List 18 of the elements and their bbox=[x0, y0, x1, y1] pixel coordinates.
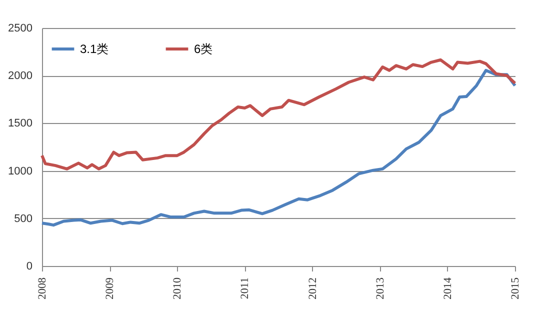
y-tick-label: 1000 bbox=[8, 165, 32, 178]
y-tick-label: 0 bbox=[26, 260, 32, 272]
x-tick-label: 2011 bbox=[239, 278, 252, 300]
y-tick-label: 2500 bbox=[8, 22, 32, 34]
line-series bbox=[40, 58, 516, 170]
line-series bbox=[40, 68, 516, 227]
x-tick-label: 2010 bbox=[172, 277, 184, 300]
y-tick-label: 2000 bbox=[8, 70, 32, 82]
x-tick-label: 2013 bbox=[374, 277, 386, 300]
legend-label: 6类 bbox=[194, 42, 213, 56]
x-tick-label: 2014 bbox=[442, 277, 454, 300]
x-tick-label: 2015 bbox=[510, 277, 522, 300]
y-tick-label: 500 bbox=[14, 212, 32, 225]
x-tick-label: 2008 bbox=[36, 277, 48, 300]
x-tick-label: 2009 bbox=[104, 277, 116, 300]
y-tick-label: 1500 bbox=[8, 118, 32, 130]
x-tick-label: 2012 bbox=[306, 278, 319, 300]
legend-label: 3.1类 bbox=[80, 42, 109, 56]
